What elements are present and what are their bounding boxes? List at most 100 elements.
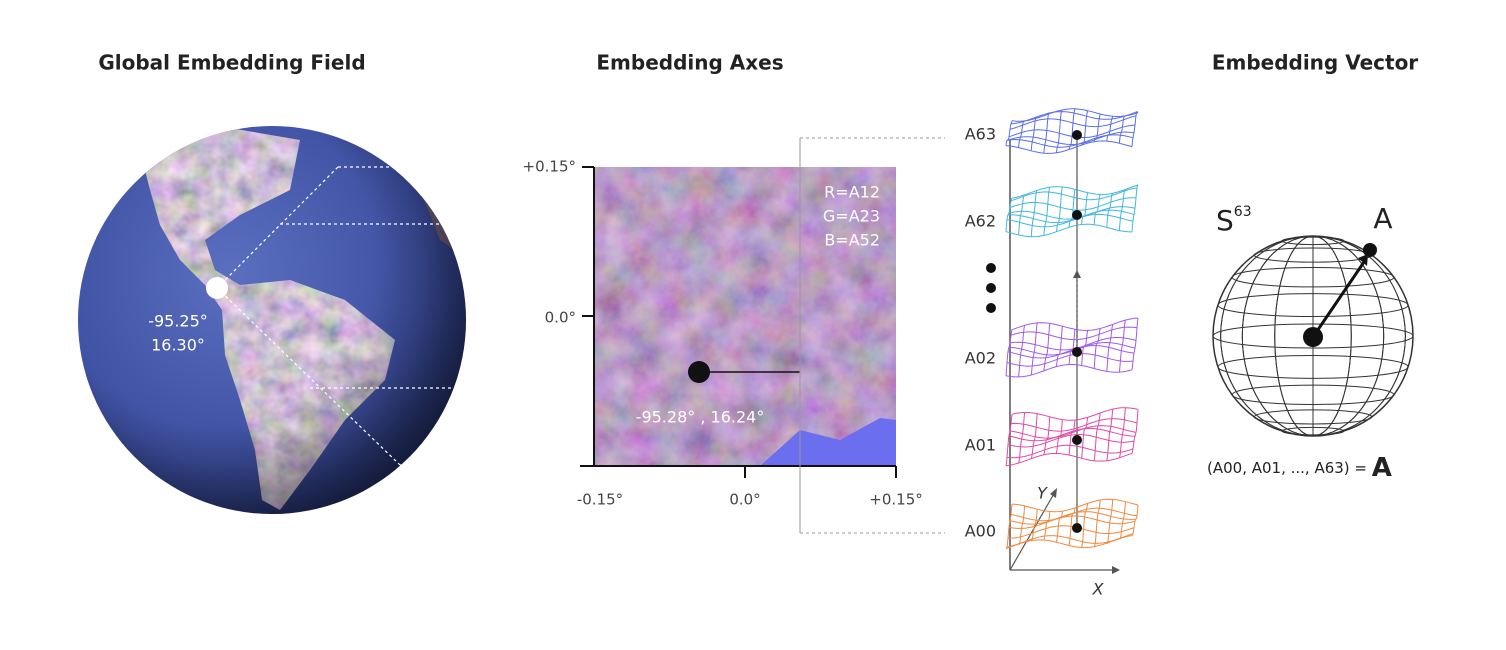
mesh-line (1068, 507, 1076, 546)
mesh-line (1131, 409, 1139, 454)
mesh-line (1030, 189, 1038, 237)
arrow-head (1358, 254, 1368, 266)
sphere-dimension: 63 (1234, 204, 1252, 220)
equation: (A00, A01, ..., A63) = A (1207, 453, 1392, 483)
map-point (688, 361, 710, 383)
point-label: 16.30° (151, 336, 205, 355)
vector-label: A (1373, 202, 1392, 235)
mesh-line (1106, 116, 1114, 142)
vector-arrow (1311, 261, 1366, 338)
latitude (1217, 354, 1409, 379)
layer-point (1072, 523, 1082, 533)
y-tick-label: +0.15° (523, 158, 576, 176)
mesh-line (1068, 108, 1076, 150)
panel-title: Global Embedding Field (98, 51, 365, 75)
mesh-line (1005, 452, 1133, 467)
point-label: -95.25° (148, 312, 208, 331)
mesh-line (1068, 419, 1076, 456)
channel-label: R=A12 (824, 183, 880, 202)
mesh-line (1018, 412, 1026, 464)
mesh-line (1119, 501, 1126, 540)
latitude (1231, 384, 1395, 405)
layer-point (1072, 347, 1082, 357)
layer-label: A63 (965, 125, 996, 144)
mesh (1005, 317, 1139, 378)
mesh-line (1018, 120, 1025, 148)
latitude (1253, 409, 1373, 425)
layer-point (1072, 435, 1082, 445)
mesh-line (1030, 322, 1038, 376)
mesh-line (1131, 184, 1139, 233)
layer-label: A01 (965, 436, 996, 455)
mesh-line (1005, 197, 1013, 232)
latitude (1281, 236, 1345, 246)
sphere-label: S63 (1216, 204, 1252, 237)
latitude (1281, 426, 1345, 436)
mesh-line (1093, 113, 1101, 142)
bracket (799, 137, 945, 534)
mesh-line (1005, 504, 1013, 550)
channel-label: B=A52 (824, 231, 880, 250)
mesh-line (1005, 535, 1133, 549)
mesh-line (1118, 188, 1126, 231)
mesh-line (1068, 189, 1076, 228)
mesh-line (1018, 505, 1026, 545)
mesh-line (1106, 499, 1114, 545)
mesh-line (1018, 194, 1025, 235)
mesh-line (1131, 317, 1139, 370)
x-tick-label: +0.15° (869, 491, 922, 509)
layer-point (1072, 210, 1082, 220)
axis-label: X (1092, 580, 1105, 599)
equation-rhs: A (1372, 453, 1392, 483)
mesh-line (1005, 120, 1013, 146)
layer-point (1072, 130, 1082, 140)
mesh-line (1055, 186, 1063, 232)
axis-label: Y (1037, 484, 1048, 503)
mesh-line (1043, 416, 1051, 455)
mesh-line (1106, 409, 1114, 461)
mesh-line (1093, 412, 1101, 461)
layer-label: A02 (965, 349, 996, 368)
mesh-line (1030, 116, 1038, 151)
latitude (1217, 293, 1409, 318)
mesh (1005, 407, 1139, 467)
mesh-line (1131, 504, 1139, 536)
mesh-line (1043, 511, 1051, 541)
channel-label: G=A23 (823, 207, 880, 226)
mesh-line (1081, 192, 1089, 225)
point-label: -95.28° , 16.24° (636, 408, 765, 427)
mesh (1005, 108, 1139, 154)
mesh-line (1030, 509, 1038, 542)
mesh-line (1055, 419, 1063, 454)
mesh-line (1093, 328, 1101, 369)
mesh-line (1106, 192, 1114, 228)
mesh-line (1055, 326, 1063, 367)
mesh-line (1081, 417, 1089, 459)
layer-label: A62 (965, 212, 996, 231)
mesh-line (1018, 325, 1026, 377)
mesh (1005, 184, 1139, 238)
mesh-line (1043, 323, 1051, 371)
mesh-line (1055, 511, 1063, 543)
mesh-line (1081, 330, 1089, 366)
mesh-line (1005, 329, 1013, 376)
layer-label: A00 (965, 522, 996, 541)
mesh-line (1055, 109, 1063, 153)
mesh-line (1030, 413, 1038, 459)
latitude (1231, 267, 1395, 288)
mesh-line (1118, 319, 1126, 373)
sphere (1212, 235, 1414, 437)
mesh-line (1043, 186, 1051, 236)
embedding-map (594, 167, 896, 466)
mesh-line (1093, 499, 1101, 548)
sphere-center (1303, 327, 1323, 347)
panel-title: Embedding Vector (1212, 51, 1418, 75)
x-tick-label: 0.0° (729, 491, 760, 509)
mesh-line (1005, 140, 1133, 154)
mesh-line (1005, 414, 1013, 466)
mesh-line (1081, 110, 1089, 146)
meridian (1220, 235, 1406, 437)
mesh-line (1010, 507, 1138, 522)
mesh (1005, 498, 1139, 550)
sphere-symbol: S (1216, 204, 1234, 237)
